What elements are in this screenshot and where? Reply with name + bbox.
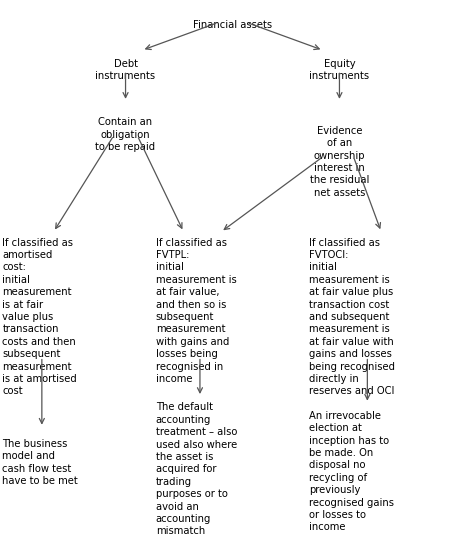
Text: If classified as
FVTPL:
initial
measurement is
at fair value,
and then so is
sub: If classified as FVTPL: initial measurem… <box>156 238 237 384</box>
Text: If classified as
FVTOCI:
initial
measurement is
at fair value plus
transaction c: If classified as FVTOCI: initial measure… <box>309 238 395 396</box>
Text: Debt
instruments: Debt instruments <box>95 59 156 81</box>
Text: Financial assets: Financial assets <box>193 20 272 30</box>
Text: Contain an
obligation
to be repaid: Contain an obligation to be repaid <box>95 117 156 152</box>
Text: The business
model and
cash flow test
have to be met: The business model and cash flow test ha… <box>2 439 78 486</box>
Text: If classified as
amortised
cost:
initial
measurement
is at fair
value plus
trans: If classified as amortised cost: initial… <box>2 238 77 396</box>
Text: The default
accounting
treatment – also
used also where
the asset is
acquired fo: The default accounting treatment – also … <box>156 402 237 537</box>
Text: An irrevocable
election at
inception has to
be made. On
disposal no
recycling of: An irrevocable election at inception has… <box>309 411 394 533</box>
Text: Equity
instruments: Equity instruments <box>309 59 370 81</box>
Text: Evidence
of an
ownership
interest in
the residual
net assets: Evidence of an ownership interest in the… <box>310 126 369 198</box>
